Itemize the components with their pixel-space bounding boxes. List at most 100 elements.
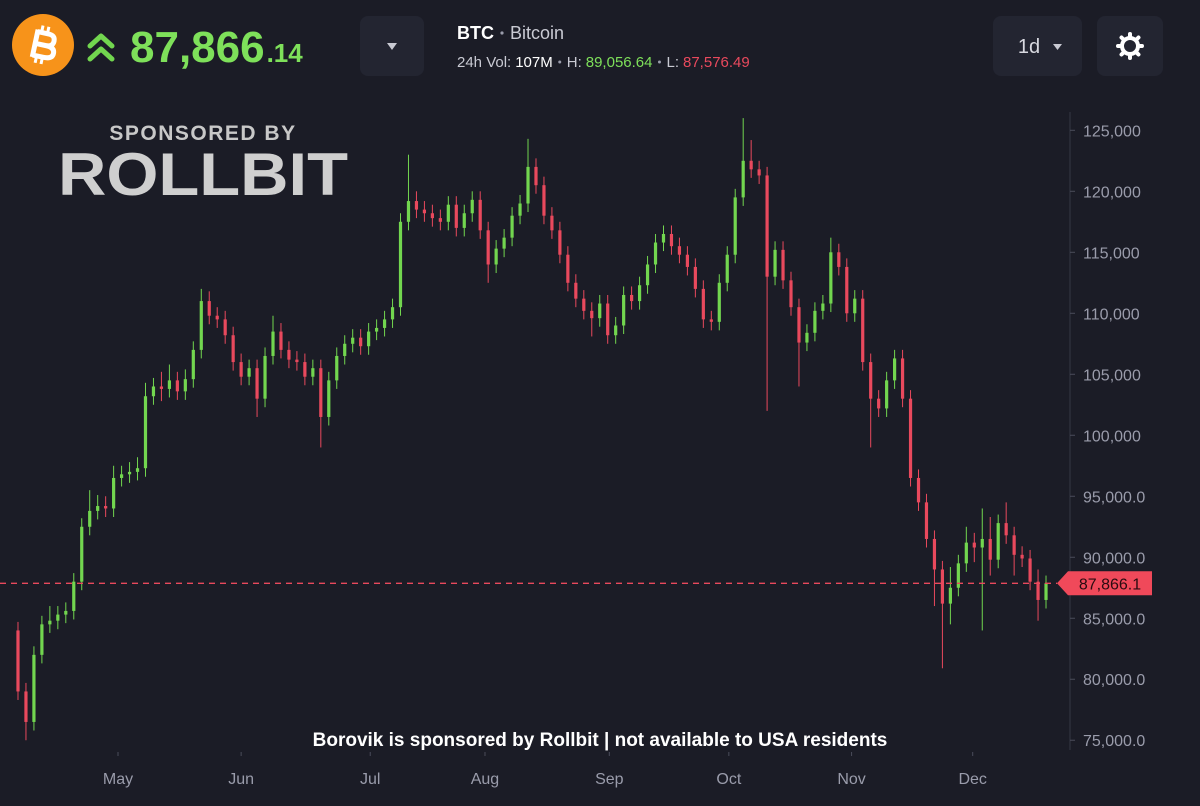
candle-body <box>127 471 132 475</box>
sponsor-title: SPONSORED BY <box>109 122 296 145</box>
volume-label: 24h Vol: <box>457 54 511 71</box>
candle-body <box>1012 535 1016 555</box>
candle-body <box>422 209 427 214</box>
candle-body <box>135 468 140 472</box>
candle-body <box>56 614 60 621</box>
candle-body <box>877 398 881 409</box>
symbol: BTC <box>457 23 494 43</box>
interval-dropdown[interactable]: 1d <box>993 16 1082 76</box>
x-tick-label: Jun <box>228 771 254 788</box>
price: 87,866 <box>130 23 265 72</box>
x-tick-label: May <box>103 771 133 788</box>
candle-body <box>1020 554 1024 559</box>
candle-body <box>303 362 307 377</box>
candle-body <box>765 175 769 277</box>
candle-body <box>988 538 992 560</box>
candle-body <box>869 362 873 399</box>
candle-body <box>112 477 116 509</box>
interval[interactable]: 1d <box>1018 36 1040 58</box>
candle-body <box>239 362 243 377</box>
candle-body <box>311 368 315 377</box>
candle-body <box>741 160 745 198</box>
candle-body <box>813 310 817 333</box>
candle-body <box>367 331 371 347</box>
candle-body <box>167 380 171 389</box>
candle-body <box>940 569 945 604</box>
candle-body <box>16 630 20 692</box>
candle-body <box>845 266 849 314</box>
y-tick-label: 110,000 <box>1083 306 1140 323</box>
candle-body <box>773 249 777 277</box>
candle-body <box>271 331 275 356</box>
candle-body <box>343 343 347 356</box>
candle-body <box>972 542 976 548</box>
candle-body <box>637 285 642 302</box>
candle-body <box>382 319 387 328</box>
candle-body <box>287 349 291 360</box>
plot-area: 125,000 120,000 115,000 110,000 105,000 100,0… <box>0 112 1152 788</box>
low: 87,576.49 <box>683 54 750 71</box>
candle-body <box>534 166 538 186</box>
coin-name: Bitcoin <box>510 23 564 43</box>
candle-body <box>614 325 618 336</box>
candle-body <box>1036 581 1040 600</box>
candle-body <box>542 185 546 216</box>
candle-body <box>414 201 419 210</box>
high: 89,056.64 <box>586 54 653 71</box>
candle-body <box>255 368 259 399</box>
candle-body <box>1004 523 1008 536</box>
candle-body <box>781 249 785 281</box>
candle-body <box>295 359 299 363</box>
candle-body <box>661 233 666 243</box>
x-tick-label: Oct <box>716 771 741 788</box>
candle-body <box>518 203 522 216</box>
y-tick-label: 100,000 <box>1083 428 1141 445</box>
y-tick-label: 80,000.0 <box>1083 672 1145 689</box>
candle-body <box>438 218 442 222</box>
candle-body <box>566 254 570 283</box>
candle-body <box>191 349 195 380</box>
candle-body <box>1028 558 1032 582</box>
candle-body <box>590 310 594 319</box>
candle-body <box>32 654 36 722</box>
candle-body <box>502 237 506 249</box>
candle-body <box>797 307 801 343</box>
candle-body <box>175 380 179 392</box>
candle-body <box>558 230 562 255</box>
candle-body <box>893 358 897 381</box>
candle-body <box>478 199 482 231</box>
price-decimals: .14 <box>267 38 304 68</box>
symbol-dropdown[interactable] <box>360 16 424 76</box>
candle-body <box>598 303 602 319</box>
candle-body <box>72 581 76 611</box>
y-tick-label: 115,000 <box>1083 245 1140 262</box>
candle-body <box>885 380 889 409</box>
price-tag-label: 87,866.1 <box>1079 576 1141 593</box>
coin-icon <box>12 14 74 76</box>
settings-button[interactable] <box>1097 16 1163 76</box>
candle-body <box>375 327 379 332</box>
candle-body <box>964 542 968 564</box>
candle-body <box>908 398 913 478</box>
candle-body <box>582 298 586 311</box>
y-tick-label: 120,000 <box>1083 184 1141 201</box>
y-tick-label: 85,000.0 <box>1083 611 1145 628</box>
candle-body <box>980 538 984 548</box>
candle-body <box>510 215 514 238</box>
candle-body <box>717 282 721 322</box>
candle-body <box>653 242 658 265</box>
candle-body <box>279 331 283 350</box>
candle-body <box>430 213 434 219</box>
y-tick-label: 75,000.0 <box>1083 733 1145 750</box>
y-tick-label: 125,000 <box>1083 123 1141 140</box>
candle-body <box>390 307 395 320</box>
candle-body <box>837 252 841 267</box>
candle-body <box>996 523 1000 560</box>
candle-body <box>80 526 84 582</box>
candle-body <box>359 337 363 347</box>
separator <box>500 31 504 35</box>
candle-body <box>1044 583 1048 600</box>
separator <box>558 60 562 64</box>
candle-body <box>853 298 857 314</box>
